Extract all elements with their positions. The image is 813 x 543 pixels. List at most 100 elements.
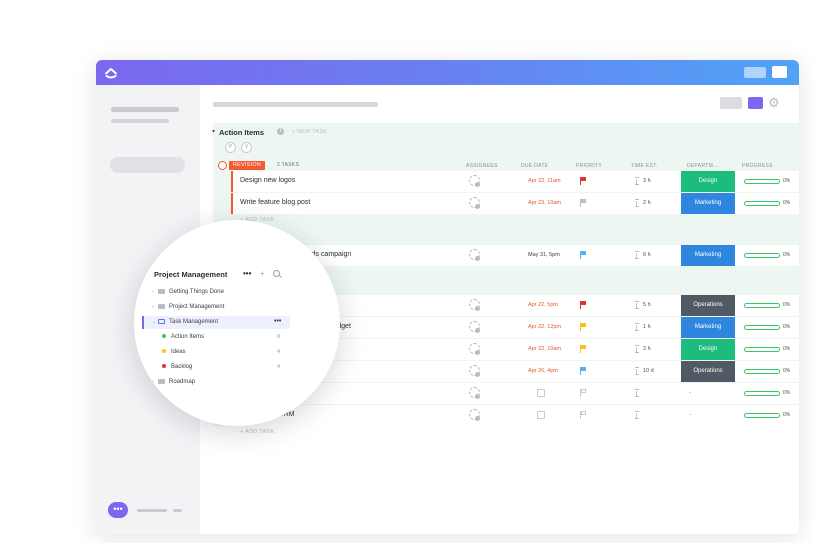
topbar-button[interactable] [744, 67, 766, 78]
column-header-department[interactable]: DEPARTM... [687, 163, 719, 169]
time-estimate[interactable]: 10 d [643, 368, 654, 374]
list-item-ideas[interactable]: Ideas [162, 349, 186, 355]
task-row[interactable]: Write feature blog post Apr 23, 10am 2 h Ma… [231, 193, 799, 214]
search-icon[interactable] [273, 270, 280, 277]
topbar-button-white[interactable] [772, 66, 787, 78]
folder-item[interactable]: › Getting Things Done [152, 289, 224, 295]
due-date[interactable]: Apr 22, 10am [528, 346, 562, 352]
priority-flag-icon[interactable] [580, 251, 587, 259]
folder-item-roadmap[interactable]: › Roadmap [152, 379, 195, 385]
gear-icon[interactable]: ⚙ [768, 95, 780, 110]
priority-flag-icon[interactable] [580, 177, 587, 185]
hourglass-icon[interactable] [635, 389, 639, 397]
department-empty[interactable]: - [689, 412, 691, 418]
time-estimate[interactable]: 3 h [643, 178, 651, 184]
add-assignee-icon[interactable] [469, 343, 480, 354]
chat-icon[interactable]: ••• [108, 502, 128, 518]
add-assignee-icon[interactable] [469, 249, 480, 260]
department-tag[interactable]: Design [681, 171, 735, 192]
department-tag[interactable]: Marketing [681, 245, 735, 266]
task-name[interactable]: Design new logos [240, 177, 296, 184]
department-tag[interactable]: Design [681, 339, 735, 360]
header-button[interactable] [720, 97, 742, 109]
priority-flag-icon[interactable] [580, 323, 587, 331]
time-estimate[interactable]: 5 h [643, 302, 651, 308]
add-assignee-icon[interactable] [469, 409, 480, 420]
chevron-down-icon[interactable]: ▾ [212, 129, 216, 135]
calendar-icon[interactable] [537, 411, 545, 419]
sidebar-search-input[interactable] [110, 157, 185, 173]
department-tag[interactable]: Operations [681, 361, 735, 382]
assignee-filter-icon[interactable]: ⚲ [241, 142, 252, 153]
priority-filter-icon[interactable]: P [225, 142, 236, 153]
sidebar-zoom-popup: Project Management ••• + › Getting Things… [134, 220, 340, 426]
more-options-icon[interactable]: ••• [274, 318, 282, 325]
info-icon[interactable]: i [277, 128, 284, 135]
hourglass-icon[interactable] [635, 411, 639, 419]
add-assignee-icon[interactable] [469, 299, 480, 310]
department-tag[interactable]: Operations [681, 295, 735, 316]
more-options-icon[interactable]: ••• [243, 269, 252, 278]
add-assignee-icon[interactable] [469, 175, 480, 186]
column-header-time-est[interactable]: TIME EST. [631, 163, 658, 169]
due-date[interactable]: Apr 22, 5pm [528, 302, 558, 308]
list-item-backlog[interactable]: Backlog [162, 364, 192, 370]
hourglass-icon[interactable] [635, 301, 639, 309]
space-title[interactable]: Project Management [154, 270, 228, 279]
priority-flag-icon[interactable] [580, 411, 587, 419]
folder-item-task-management[interactable]: ⌄ Task Management [152, 319, 218, 325]
department-empty[interactable]: - [689, 390, 691, 396]
task-row[interactable]: Deploy new CRM-0% [231, 405, 799, 426]
new-task-button[interactable]: + NEW TASK [292, 129, 327, 135]
hourglass-icon[interactable] [635, 251, 639, 259]
column-header-priority[interactable]: PRIORITY [576, 163, 603, 169]
add-assignee-icon[interactable] [469, 387, 480, 398]
time-estimate[interactable]: 2 h [643, 200, 651, 206]
hourglass-icon[interactable] [635, 323, 639, 331]
department-tag[interactable]: Marketing [681, 317, 735, 338]
due-date[interactable]: May 31, 5pm [528, 252, 560, 258]
folder-icon [158, 379, 165, 384]
progress-bar [744, 303, 780, 308]
priority-flag-icon[interactable] [580, 301, 587, 309]
due-date[interactable]: Apr 22, 12pm [528, 324, 562, 330]
assignee-plus-icon [475, 306, 480, 311]
priority-flag-icon[interactable] [580, 199, 587, 207]
time-estimate[interactable]: 1 h [643, 324, 651, 330]
time-estimate[interactable]: 2 h [643, 346, 651, 352]
task-name[interactable]: Write feature blog post [240, 199, 311, 206]
due-date[interactable]: Apr 22, 11am [528, 178, 561, 184]
priority-flag-icon[interactable] [580, 345, 587, 353]
task-row[interactable]: Design new logos Apr 22, 11am 3 h Design 0% [231, 171, 799, 192]
hourglass-icon[interactable] [635, 199, 639, 207]
column-header-assignees[interactable]: ASSIGNEES [466, 163, 498, 169]
due-date[interactable]: Apr 26, 4pm [528, 368, 558, 374]
add-assignee-icon[interactable] [469, 197, 480, 208]
priority-flag-icon[interactable] [580, 389, 587, 397]
clickup-logo-icon[interactable] [104, 65, 118, 79]
column-header-progress[interactable]: PROGRESS [742, 163, 773, 169]
add-assignee-icon[interactable] [469, 365, 480, 376]
status-toggle-icon[interactable] [218, 161, 227, 170]
hourglass-icon[interactable] [635, 345, 639, 353]
hourglass-icon[interactable] [635, 177, 639, 185]
list-item-action-items[interactable]: Action Items [162, 334, 204, 340]
folder-label: Project Management [169, 304, 225, 311]
hourglass-icon[interactable] [635, 367, 639, 375]
status-badge[interactable]: REVISION [229, 161, 265, 170]
priority-flag-icon[interactable] [580, 367, 587, 375]
time-estimate[interactable]: 6 h [643, 252, 651, 258]
task-row[interactable]: New hire training-0% [231, 383, 799, 404]
add-assignee-icon[interactable] [469, 321, 480, 332]
add-task-button[interactable]: + ADD TASK [240, 217, 275, 223]
calendar-icon[interactable] [537, 389, 545, 397]
folder-item[interactable]: › Project Management [152, 304, 224, 310]
department-tag[interactable]: Marketing [681, 193, 735, 214]
add-task-button[interactable]: + ADD TASK [240, 429, 275, 435]
due-date[interactable]: Apr 23, 10am [528, 200, 562, 206]
header-button-primary[interactable] [748, 97, 763, 109]
assignee-plus-icon [475, 394, 480, 399]
add-icon[interactable]: + [260, 269, 265, 278]
column-header-due-date[interactable]: DUE DATE [521, 163, 549, 169]
